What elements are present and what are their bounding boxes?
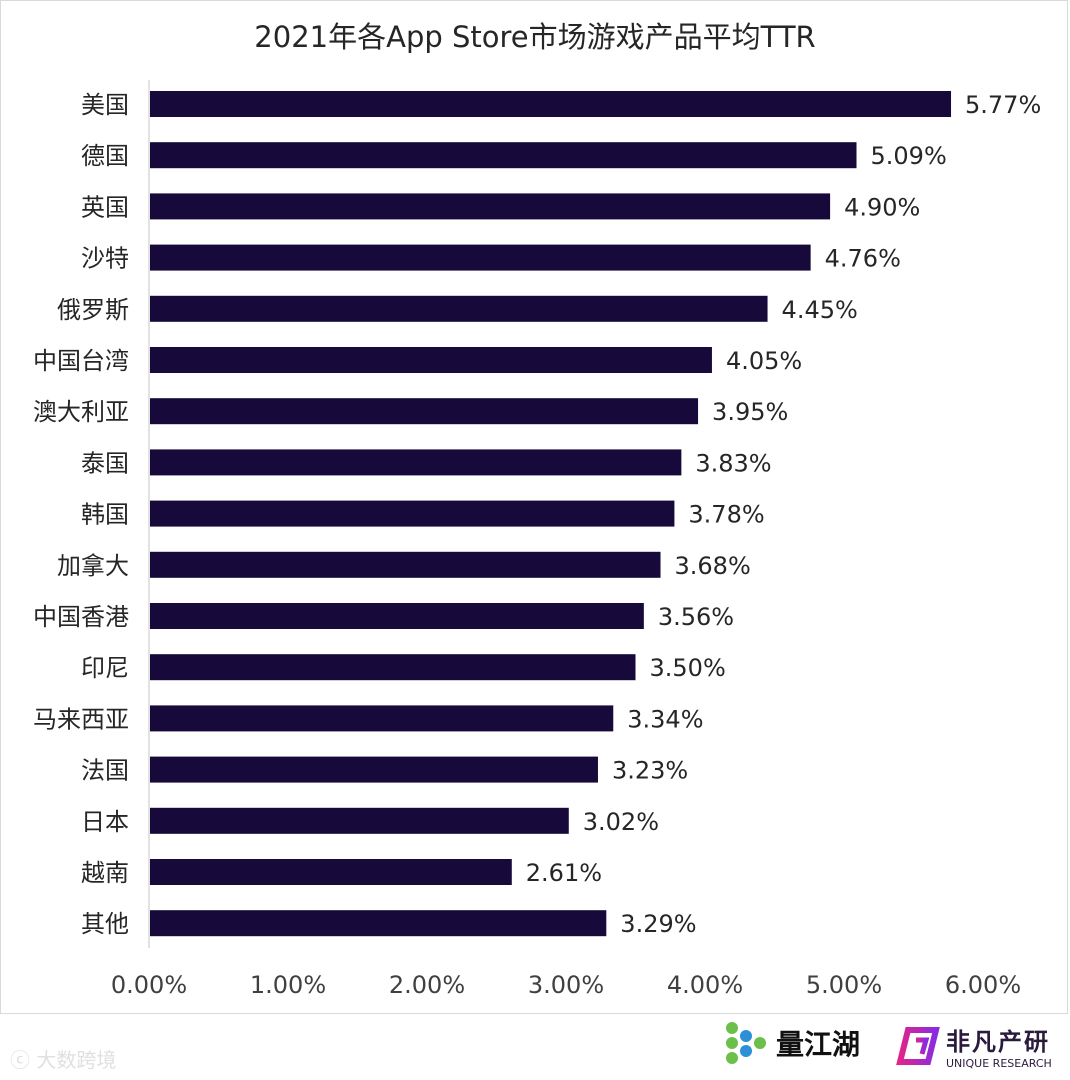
bar bbox=[150, 910, 607, 937]
bar bbox=[150, 603, 644, 629]
bar bbox=[150, 859, 512, 885]
bar bbox=[150, 295, 768, 322]
bar bbox=[150, 244, 811, 271]
category-label: 法国 bbox=[81, 757, 129, 785]
data-label: 3.50% bbox=[650, 654, 726, 682]
data-label: 3.02% bbox=[583, 808, 659, 836]
category-label: 澳大利亚 bbox=[33, 398, 129, 426]
bar bbox=[150, 807, 569, 834]
bar bbox=[150, 551, 661, 578]
bar bbox=[150, 91, 952, 117]
category-label: 中国香港 bbox=[33, 603, 129, 631]
data-label: 4.90% bbox=[844, 193, 920, 221]
watermark-logo-icon: ⓒ bbox=[10, 1048, 37, 1072]
x-tick-label: 3.00% bbox=[528, 971, 604, 999]
bar bbox=[150, 142, 857, 169]
category-label: 美国 bbox=[81, 91, 129, 119]
bar bbox=[150, 500, 675, 527]
data-label: 3.95% bbox=[712, 398, 788, 426]
data-label: 4.76% bbox=[825, 245, 901, 273]
category-label: 其他 bbox=[81, 910, 129, 938]
x-tick-label: 6.00% bbox=[945, 971, 1021, 999]
data-label: 3.56% bbox=[658, 603, 734, 631]
unique-research-logo-icon bbox=[896, 1027, 940, 1065]
category-label: 越南 bbox=[81, 859, 129, 887]
data-label: 3.34% bbox=[627, 705, 703, 733]
data-label: 5.77% bbox=[965, 91, 1041, 119]
data-label: 3.29% bbox=[620, 910, 696, 938]
x-tick-label: 0.00% bbox=[111, 971, 187, 999]
logo-liangjianghu: 量江湖 bbox=[722, 1020, 860, 1066]
x-tick-label: 4.00% bbox=[667, 971, 743, 999]
bar bbox=[150, 449, 682, 476]
bar bbox=[150, 654, 636, 681]
category-label: 韩国 bbox=[81, 501, 129, 529]
chart-frame bbox=[0, 0, 1068, 1014]
x-tick-label: 2.00% bbox=[389, 971, 465, 999]
category-label: 沙特 bbox=[81, 245, 129, 273]
bar-chart: 美国 5.77% 德国 5.09% 英国 4.90% 沙特 4.76% 俄罗斯 4.45% 中国台湾… bbox=[33, 80, 1041, 999]
category-label: 德国 bbox=[81, 142, 129, 170]
category-label: 印尼 bbox=[81, 654, 129, 682]
data-label: 2.61% bbox=[526, 859, 602, 887]
liangjianghu-logo-icon bbox=[726, 1022, 766, 1064]
category-label: 泰国 bbox=[81, 449, 129, 477]
category-label: 马来西亚 bbox=[33, 705, 129, 733]
category-label: 日本 bbox=[81, 808, 129, 836]
x-tick-label: 5.00% bbox=[806, 971, 882, 999]
category-label: 俄罗斯 bbox=[57, 296, 129, 324]
data-label: 4.45% bbox=[782, 296, 858, 324]
bar bbox=[150, 705, 614, 732]
data-label: 3.68% bbox=[675, 552, 751, 580]
data-label: 3.78% bbox=[688, 501, 764, 529]
data-label: 5.09% bbox=[871, 142, 947, 170]
bar bbox=[150, 756, 598, 783]
category-label: 英国 bbox=[81, 193, 129, 221]
watermark: ⓒ 大数跨境 bbox=[10, 1048, 117, 1072]
data-label: 3.83% bbox=[695, 449, 771, 477]
bar bbox=[150, 398, 699, 425]
data-label: 3.23% bbox=[612, 757, 688, 785]
data-label: 4.05% bbox=[726, 347, 802, 375]
bar bbox=[150, 347, 712, 373]
category-label: 加拿大 bbox=[57, 552, 129, 580]
category-label: 中国台湾 bbox=[33, 347, 129, 375]
bar bbox=[150, 193, 831, 220]
chart-title: 2021年各App Store市场游戏产品平均TTR bbox=[254, 20, 816, 54]
logo-unique-research: 非凡产研 UNIQUE RESEARCH bbox=[896, 1022, 1052, 1070]
x-tick-label: 1.00% bbox=[250, 971, 326, 999]
